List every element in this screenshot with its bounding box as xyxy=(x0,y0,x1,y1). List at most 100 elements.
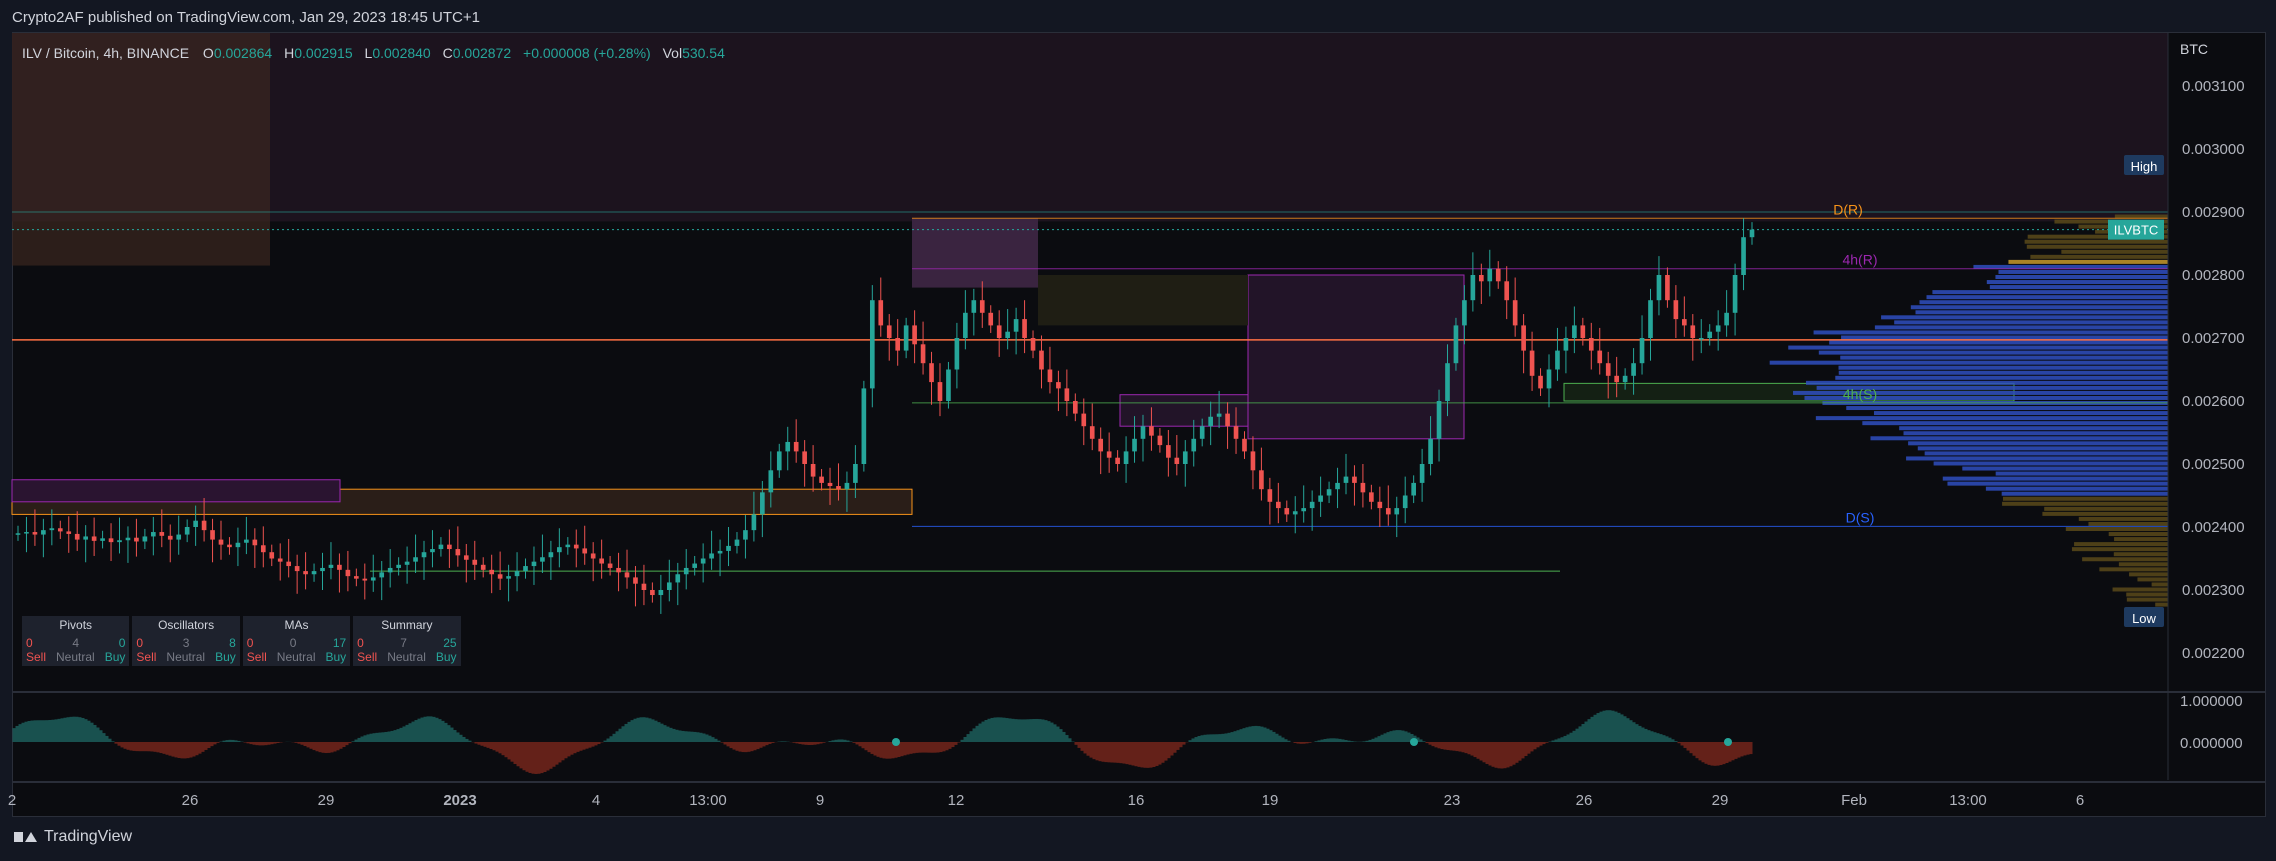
footer-brand[interactable]: TradingView xyxy=(14,828,132,846)
candle-body xyxy=(210,530,215,539)
ta-neutral-count: 0 xyxy=(290,636,297,650)
candle-body xyxy=(870,300,875,388)
candle-body xyxy=(1547,370,1552,389)
candle-body xyxy=(921,344,926,363)
candle-body xyxy=(988,313,993,326)
volume-bar xyxy=(1947,482,2168,486)
candle-body xyxy=(1640,338,1645,363)
x-tick-label: 4 xyxy=(592,792,600,809)
candle-body xyxy=(1538,376,1543,389)
candle-body xyxy=(109,538,114,542)
ta-oscillators: Oscillators 038 Sell Neutral Buy xyxy=(132,616,239,666)
candle-body xyxy=(1454,325,1459,363)
volume-bar xyxy=(1990,285,2168,289)
candle-body xyxy=(1065,388,1070,401)
candle-body xyxy=(1555,351,1560,370)
candle-body xyxy=(1581,325,1586,338)
zone xyxy=(1038,275,1248,325)
candle-body xyxy=(709,553,714,558)
volume-bar xyxy=(2155,603,2168,607)
candle-body xyxy=(447,545,452,549)
candle-body xyxy=(1733,275,1738,313)
candle-body xyxy=(955,338,960,370)
ta-mas: MAs 0 0 17 Sell Neutral Buy xyxy=(243,616,350,666)
candle-body xyxy=(439,545,444,549)
candle-body xyxy=(1225,414,1230,427)
candle-body xyxy=(346,570,351,576)
candle-body xyxy=(1750,230,1755,238)
volume-bar xyxy=(1816,416,2168,420)
y-tick-label: 0.002500 xyxy=(2182,456,2245,473)
candle-body xyxy=(41,530,46,534)
volume-profile xyxy=(1770,215,2168,607)
candle-body xyxy=(1234,426,1239,439)
y-tick-label: 0.002400 xyxy=(2182,519,2245,536)
candle-body xyxy=(912,325,917,344)
candle-body xyxy=(574,545,579,549)
candle-body xyxy=(819,477,824,483)
y-tick-label: 0.002900 xyxy=(2182,204,2245,221)
volume-bar xyxy=(2119,562,2168,566)
volume-bar xyxy=(1875,325,2168,329)
candle-body xyxy=(1352,477,1357,483)
candle-body xyxy=(227,545,232,548)
volume-bar xyxy=(1927,295,2168,299)
candle-body xyxy=(1361,483,1366,492)
candle-body xyxy=(760,492,765,514)
candle-body xyxy=(1149,426,1154,435)
volume-bar xyxy=(2027,245,2168,249)
candle-body xyxy=(650,590,655,595)
legend-high-label: H xyxy=(284,45,294,61)
candle-body xyxy=(1420,464,1425,483)
ta-neutral-label: Neutral xyxy=(277,650,316,664)
ta-buy-label: Buy xyxy=(436,650,457,664)
volume-bar xyxy=(2137,577,2168,581)
candle-body xyxy=(202,521,207,530)
y-tick-label: 0.002700 xyxy=(2182,330,2245,347)
candle-body xyxy=(938,382,943,401)
volume-bar xyxy=(1770,361,2168,365)
ta-sell-count: 0 xyxy=(26,636,33,650)
high-tag: High xyxy=(2131,159,2158,174)
candle-body xyxy=(66,531,71,534)
ta-neutral-label: Neutral xyxy=(387,650,426,664)
candle-body xyxy=(303,571,308,574)
candle-body xyxy=(83,536,88,539)
candle-body xyxy=(1081,414,1086,427)
candle-body xyxy=(726,546,731,551)
candle-body xyxy=(269,552,274,558)
candle-body xyxy=(1022,319,1027,338)
candle-body xyxy=(117,540,122,542)
ta-sell-label: Sell xyxy=(136,650,156,664)
axis-currency-label: BTC xyxy=(2180,41,2208,57)
candle-body xyxy=(1564,338,1569,351)
legend-symbol: ILV / Bitcoin, 4h, BINANCE xyxy=(22,45,189,61)
candle-body xyxy=(718,551,723,554)
candle-body xyxy=(878,300,883,325)
volume-bar xyxy=(1829,341,2168,345)
candle-body xyxy=(1158,436,1163,445)
candle-body xyxy=(1090,426,1095,439)
candle-body xyxy=(168,536,173,540)
legend-low: 0.002840 xyxy=(372,45,430,61)
ta-buy-label: Buy xyxy=(325,650,346,664)
candle-body xyxy=(777,451,782,470)
candle-body xyxy=(337,565,342,570)
volume-bar xyxy=(2114,552,2168,556)
ta-neutral-label: Neutral xyxy=(166,650,205,664)
candle-body xyxy=(591,553,596,558)
candle-body xyxy=(472,560,477,565)
candle-body xyxy=(1648,300,1653,338)
candle-body xyxy=(1141,426,1146,439)
osc-tick-label: 0.000000 xyxy=(2180,735,2243,752)
volume-bar xyxy=(1841,335,2168,339)
candle-body xyxy=(1014,319,1019,332)
candle-body xyxy=(1301,508,1306,511)
candle-body xyxy=(371,577,376,580)
volume-bar xyxy=(1908,441,2168,445)
candle-body xyxy=(701,559,706,564)
candle-body xyxy=(633,577,638,583)
candle-body xyxy=(1716,325,1721,331)
candle-body xyxy=(1597,351,1602,364)
